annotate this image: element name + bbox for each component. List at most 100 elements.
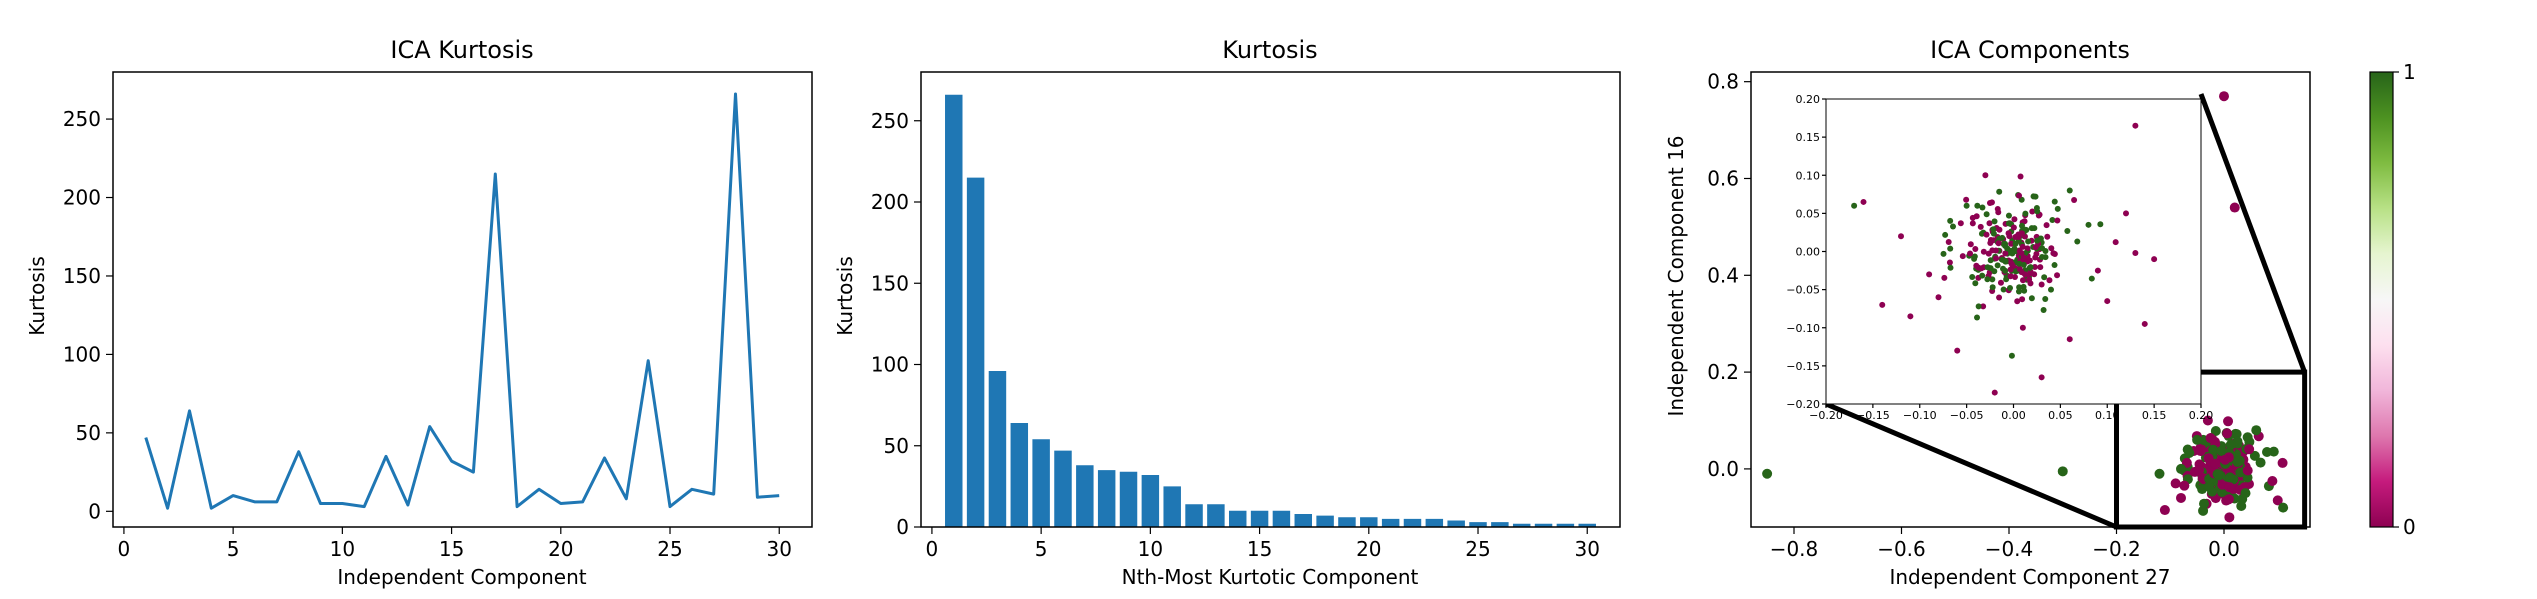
inset-point (1969, 214, 1976, 221)
colorbar (2369, 71, 2394, 528)
scatter-point (2242, 465, 2253, 476)
inset-point (2026, 276, 2033, 283)
inset-point (2071, 197, 2078, 204)
bar (1010, 423, 1029, 527)
y-tick-label: −0.10 (1786, 322, 1820, 335)
inset-point (1963, 196, 1970, 203)
inset-point (2038, 374, 2045, 381)
scatter-point (2184, 448, 2195, 459)
x-tick-label: 0.00 (2001, 409, 2026, 422)
inset-point (2037, 235, 2044, 242)
inset-point (2032, 244, 2039, 251)
inset-point (2123, 210, 2129, 217)
inset-point (2016, 284, 2023, 291)
inset-point (2002, 267, 2009, 274)
x-tick-label: 0 (926, 537, 939, 561)
x-tick-label: −0.10 (1903, 409, 1937, 422)
inset-point (2010, 224, 2017, 231)
inset-point (2020, 261, 2027, 268)
inset-point (2006, 233, 2013, 240)
inset-point (2074, 238, 2081, 245)
x-tick-label: 25 (1465, 537, 1490, 561)
scatter-point (2223, 416, 2234, 427)
kurtosis-bar-chart: Kurtosis Nth-Most Kurtotic Component Kur… (833, 36, 1621, 589)
inset-point (2024, 245, 2031, 252)
scatter-point (2208, 444, 2219, 455)
bar (988, 371, 1007, 527)
bar (1425, 518, 1444, 527)
inset-point (2011, 245, 2018, 252)
inset-point (1975, 303, 1982, 310)
inset-point (2026, 257, 2033, 264)
inset-point (1945, 239, 1952, 246)
y-tick-label: 0.05 (1796, 207, 1821, 220)
y-tick-label: 50 (76, 421, 101, 445)
bar (1338, 517, 1356, 527)
inset-point (1996, 188, 2003, 195)
inset-point (2037, 264, 2044, 271)
inset-point (1946, 259, 1953, 266)
inset-point (2017, 173, 2024, 180)
x-tick-label: 0.05 (2048, 409, 2073, 422)
scatter-point (2203, 453, 2214, 464)
inset-point (1974, 314, 1981, 321)
scatter-point (2210, 458, 2221, 469)
inset-point (2046, 277, 2053, 284)
scatter-point (2277, 457, 2288, 468)
y-tick-label: 0.00 (1796, 246, 1821, 259)
inset-point (2038, 281, 2045, 288)
scatter-point (2057, 466, 2068, 477)
inset-point (2005, 220, 2012, 227)
inset-point (1999, 234, 2006, 241)
inset-point (2051, 250, 2058, 257)
inset-point (2041, 274, 2048, 281)
inset-point (2005, 212, 2012, 219)
inset-point (2054, 217, 2061, 224)
inset-point (2002, 250, 2009, 257)
inset-point (2044, 233, 2051, 240)
y-tick-label: −0.20 (1786, 398, 1820, 411)
inset-point (1995, 240, 2002, 247)
inset-point (2020, 283, 2027, 290)
bar (1403, 518, 1422, 527)
inset-point (2112, 239, 2119, 246)
bar (1207, 504, 1225, 527)
inset-point (2132, 122, 2139, 129)
inset-point (1947, 264, 1954, 271)
inset-point (1982, 172, 1989, 179)
inset-point (2016, 265, 2023, 272)
inset-point (2040, 306, 2047, 313)
bar (1141, 475, 1160, 527)
plot-frame (112, 71, 813, 528)
bar (1578, 523, 1596, 527)
inset-point (1977, 223, 1984, 230)
scatter-point (2222, 428, 2233, 439)
inset-point (1990, 230, 1997, 237)
inset-point (2007, 266, 2014, 273)
inset-point (1972, 245, 1979, 252)
bar (1250, 510, 1269, 527)
inset-point (2048, 245, 2055, 252)
inset-point (1983, 231, 1990, 238)
scatter-point (2195, 446, 2206, 457)
y-tick-label: −0.05 (1786, 284, 1820, 297)
bar (966, 177, 985, 527)
inset-point (1935, 294, 1942, 301)
y-tick-label: 200 (63, 186, 101, 210)
bar (1272, 510, 1291, 527)
inset-point (2000, 241, 2007, 248)
bar (1381, 518, 1400, 527)
inset-point (1898, 233, 1904, 240)
y-tick-label: 100 (871, 353, 909, 377)
x-tick-label: 25 (657, 537, 682, 561)
inset-point (2026, 264, 2033, 271)
inset-point (2064, 227, 2071, 234)
zoom-connector (2198, 93, 2307, 373)
inset-point (1969, 274, 1976, 281)
scatter-point (2210, 425, 2221, 436)
y-axis-label: Independent Component 16 (1664, 135, 1688, 416)
scatter-point (2240, 488, 2251, 499)
inset-point (2020, 254, 2027, 261)
inset-point (2011, 216, 2018, 223)
inset-point (2049, 216, 2056, 223)
